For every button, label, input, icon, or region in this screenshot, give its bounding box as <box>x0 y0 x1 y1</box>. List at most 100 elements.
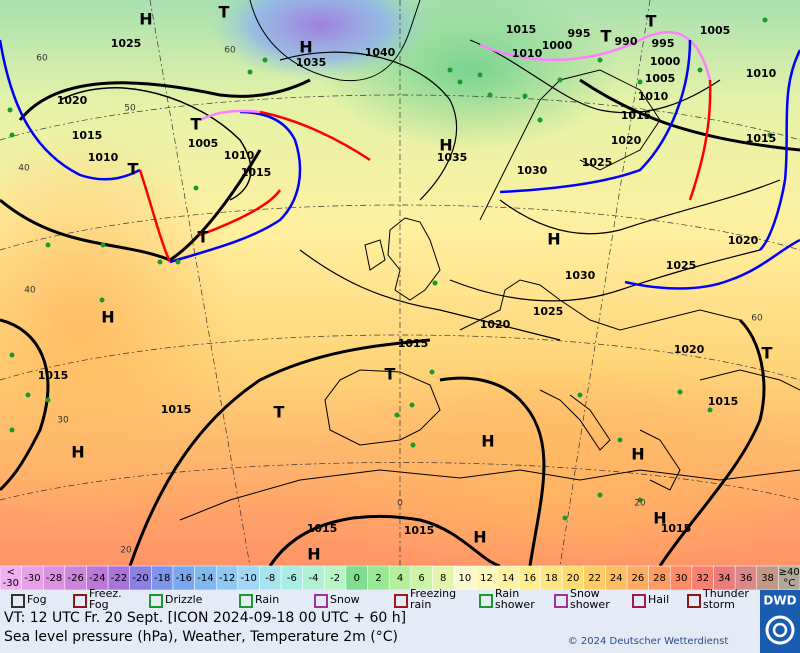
rain-symbol <box>193 185 199 191</box>
rain-symbol <box>577 392 583 398</box>
pressure-label: 1010 <box>512 47 543 60</box>
scale-label: 38 <box>761 573 774 584</box>
scale-label: 24 <box>610 573 623 584</box>
scale-label: 10 <box>458 573 471 584</box>
weather-label: shower <box>495 598 535 611</box>
scale-label: 8 <box>440 573 446 584</box>
weather-symbol <box>479 594 493 608</box>
graticule-label: 60 <box>751 314 763 324</box>
scale-label: -22 <box>111 573 127 584</box>
rain-symbol <box>677 389 683 395</box>
scale-label: 36 <box>740 573 753 584</box>
isobars <box>0 39 800 568</box>
weather-label: shower <box>570 598 610 611</box>
pressure-label: 1015 <box>661 522 692 535</box>
weather-label: storm <box>703 598 735 611</box>
high-pressure: H <box>439 136 452 155</box>
scale-label: ≥40 <box>779 567 800 578</box>
weather-symbol <box>149 594 163 608</box>
rain-symbol <box>597 57 603 63</box>
pressure-label: 1035 <box>437 151 468 164</box>
rain-symbol <box>9 427 15 433</box>
graticule-label: 40 <box>24 286 36 296</box>
rain-symbol <box>9 352 15 358</box>
pressure-label: 1015 <box>404 524 435 537</box>
rain-symbol <box>247 69 253 75</box>
scale-label: 2 <box>375 573 381 584</box>
pressure-label: 1015 <box>621 109 652 122</box>
map-labels: 1025 1020 1015 1010 1005 1010 1015 1035 1040 1035… <box>18 3 776 564</box>
high-pressure: H <box>139 10 152 29</box>
pressure-label: 995 <box>568 27 591 40</box>
pressure-label: 1005 <box>645 72 676 85</box>
scale-label: -8 <box>265 573 275 584</box>
rain-symbol <box>537 117 543 123</box>
scale-label: 4 <box>397 573 403 584</box>
pressure-label: 1015 <box>241 166 272 179</box>
rain-symbol <box>100 242 106 248</box>
scale-label: -14 <box>197 573 213 584</box>
rain-symbol <box>617 437 623 443</box>
scale-label: -2 <box>330 573 340 584</box>
weather-symbols <box>7 17 773 521</box>
low-pressure: T <box>385 365 396 384</box>
weather-symbol <box>632 594 646 608</box>
scale-label: 34 <box>718 573 731 584</box>
pressure-label: 1020 <box>674 343 705 356</box>
pressure-label: 1030 <box>565 269 596 282</box>
high-pressure: H <box>631 445 644 464</box>
low-pressure: T <box>128 160 139 179</box>
rain-symbol <box>562 515 568 521</box>
rain-symbol <box>175 259 181 265</box>
weather-label: Snow <box>570 587 600 600</box>
scale-label: -26 <box>68 573 84 584</box>
high-pressure: H <box>547 230 560 249</box>
rain-symbol <box>45 397 51 403</box>
rain-symbol <box>707 407 713 413</box>
weather-symbol <box>554 594 568 608</box>
graticule-label: 60 <box>36 54 48 64</box>
rain-symbol <box>432 280 438 286</box>
weather-symbol <box>314 594 328 608</box>
rain-symbol <box>99 297 105 303</box>
low-pressure: T <box>198 228 209 247</box>
rain-symbol <box>767 132 773 138</box>
pressure-label: 1015 <box>746 132 777 145</box>
rain-symbol <box>637 497 643 503</box>
weather-label: Snow <box>330 593 360 606</box>
scale-label: 18 <box>545 573 558 584</box>
scale-label: 26 <box>631 573 644 584</box>
rain-symbol <box>410 442 416 448</box>
pressure-label: 1020 <box>728 234 759 247</box>
graticule-label: 20 <box>120 546 132 556</box>
scale-label: 16 <box>523 573 536 584</box>
pressure-label: 1010 <box>638 90 669 103</box>
low-pressure: T <box>274 403 285 422</box>
pressure-label: 1000 <box>542 39 573 52</box>
rain-symbol <box>9 132 15 138</box>
rain-symbol <box>447 67 453 73</box>
description: Sea level pressure (hPa), Weather, Tempe… <box>4 629 398 645</box>
scale-label: -30 <box>3 578 19 589</box>
warm-area <box>0 130 240 530</box>
scale-label: 12 <box>480 573 493 584</box>
rain-symbol <box>45 242 51 248</box>
pressure-label: 990 <box>615 35 638 48</box>
low-pressure: T <box>219 3 230 22</box>
pressure-label: 1010 <box>224 149 255 162</box>
map: 1025 1020 1015 1010 1005 1010 1015 1035 1040 1035… <box>0 0 800 580</box>
scale-label: 20 <box>567 573 580 584</box>
weather-label: Fog <box>89 598 109 611</box>
high-pressure: H <box>473 528 486 547</box>
scale-label: -10 <box>240 573 256 584</box>
weather-legend: Fog Freez.Fog Drizzle Rain Snow FreezingrainR… <box>11 587 749 611</box>
rain-symbol <box>557 77 563 83</box>
rain-symbol <box>637 79 643 85</box>
scale-label: -4 <box>309 573 319 584</box>
scale-label: -30 <box>24 573 40 584</box>
high-pressure: H <box>299 38 312 57</box>
logo: DWD <box>763 594 796 608</box>
high-pressure: H <box>653 509 666 528</box>
pressure-label: 1005 <box>700 24 731 37</box>
